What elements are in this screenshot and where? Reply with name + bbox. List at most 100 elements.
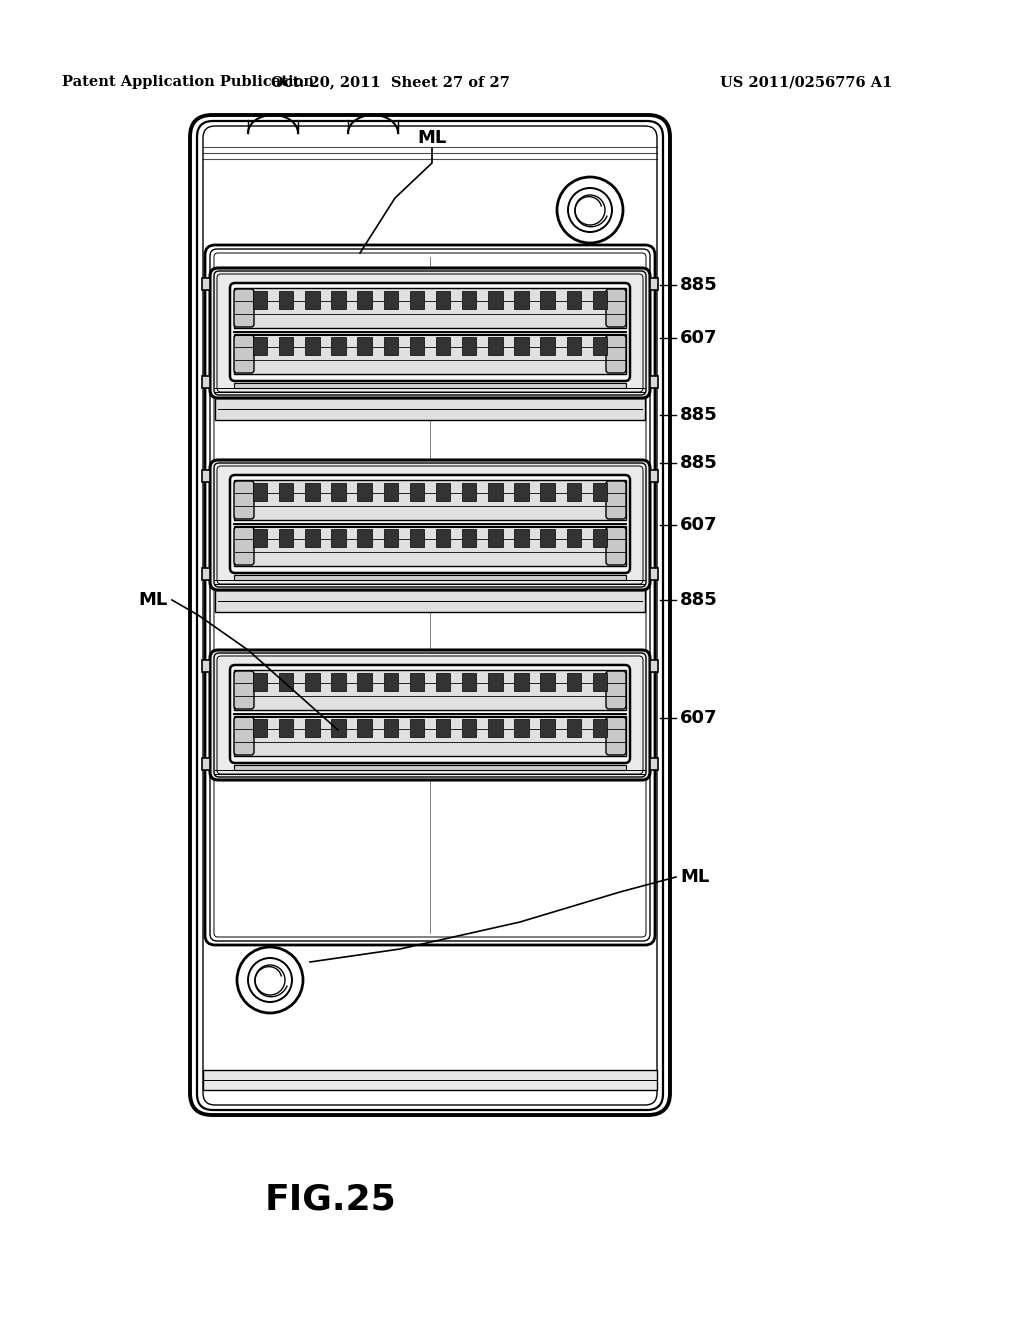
Text: 885: 885 <box>680 591 718 609</box>
Bar <box>215 590 645 612</box>
Text: US 2011/0256776 A1: US 2011/0256776 A1 <box>720 75 892 88</box>
Bar <box>541 483 555 502</box>
Bar <box>357 673 372 690</box>
Bar <box>566 529 581 546</box>
Bar <box>332 483 346 502</box>
Bar <box>253 290 267 309</box>
Bar <box>541 673 555 690</box>
Bar <box>566 673 581 690</box>
Bar <box>202 568 210 579</box>
Text: 607: 607 <box>680 709 718 727</box>
Text: ML: ML <box>138 591 168 609</box>
FancyBboxPatch shape <box>606 335 626 374</box>
Bar <box>410 483 424 502</box>
Bar <box>488 337 503 355</box>
FancyBboxPatch shape <box>230 475 630 573</box>
Bar <box>305 483 319 502</box>
Bar <box>593 529 607 546</box>
Bar <box>650 758 658 770</box>
Bar <box>234 288 626 327</box>
Bar <box>357 483 372 502</box>
Bar <box>384 290 398 309</box>
Bar <box>541 719 555 737</box>
Bar <box>234 480 626 520</box>
Bar <box>593 290 607 309</box>
Bar <box>202 758 210 770</box>
Bar <box>202 660 210 672</box>
Bar <box>253 719 267 737</box>
Bar <box>650 660 658 672</box>
Bar <box>234 576 626 579</box>
Bar <box>253 337 267 355</box>
Bar <box>279 529 293 546</box>
Bar <box>488 290 503 309</box>
Bar <box>436 719 451 737</box>
FancyBboxPatch shape <box>210 268 650 399</box>
Bar <box>514 529 528 546</box>
Bar <box>410 719 424 737</box>
Bar <box>332 337 346 355</box>
Bar <box>305 673 319 690</box>
Bar <box>384 673 398 690</box>
Bar <box>234 671 626 710</box>
Bar <box>332 290 346 309</box>
Bar <box>488 673 503 690</box>
Bar <box>357 719 372 737</box>
Text: 885: 885 <box>680 454 718 473</box>
Bar <box>462 337 476 355</box>
Text: Oct. 20, 2011  Sheet 27 of 27: Oct. 20, 2011 Sheet 27 of 27 <box>270 75 509 88</box>
Bar <box>593 673 607 690</box>
Bar <box>514 337 528 355</box>
Bar <box>253 673 267 690</box>
FancyBboxPatch shape <box>205 246 655 945</box>
FancyBboxPatch shape <box>234 480 254 519</box>
Circle shape <box>557 177 623 243</box>
Bar <box>234 383 626 388</box>
Bar <box>384 529 398 546</box>
Bar <box>410 290 424 309</box>
Bar <box>215 399 645 420</box>
Bar <box>462 719 476 737</box>
Text: Patent Application Publication: Patent Application Publication <box>62 75 314 88</box>
Bar <box>305 290 319 309</box>
Bar <box>305 529 319 546</box>
Bar <box>384 337 398 355</box>
Bar <box>202 376 210 388</box>
Bar <box>384 719 398 737</box>
Bar <box>650 279 658 290</box>
Bar <box>566 719 581 737</box>
Bar <box>234 766 626 770</box>
FancyBboxPatch shape <box>606 717 626 755</box>
Bar <box>566 483 581 502</box>
Text: 607: 607 <box>680 516 718 535</box>
Bar <box>410 529 424 546</box>
Bar <box>593 337 607 355</box>
Bar <box>541 290 555 309</box>
Bar <box>514 483 528 502</box>
Bar <box>514 719 528 737</box>
FancyBboxPatch shape <box>234 289 254 327</box>
FancyBboxPatch shape <box>606 671 626 709</box>
Text: 607: 607 <box>680 329 718 347</box>
Bar <box>253 483 267 502</box>
Bar <box>462 673 476 690</box>
FancyBboxPatch shape <box>234 671 254 709</box>
FancyBboxPatch shape <box>606 480 626 519</box>
Bar <box>279 483 293 502</box>
Text: FIG.25: FIG.25 <box>264 1183 396 1217</box>
Bar <box>410 673 424 690</box>
Bar <box>279 719 293 737</box>
FancyBboxPatch shape <box>230 282 630 381</box>
Bar <box>541 337 555 355</box>
Bar <box>436 529 451 546</box>
FancyBboxPatch shape <box>234 335 254 374</box>
Bar <box>202 279 210 290</box>
FancyBboxPatch shape <box>190 115 670 1115</box>
Bar <box>332 529 346 546</box>
Bar <box>593 483 607 502</box>
Bar <box>462 529 476 546</box>
Bar <box>488 719 503 737</box>
Bar <box>332 673 346 690</box>
Bar <box>332 719 346 737</box>
Bar <box>650 568 658 579</box>
